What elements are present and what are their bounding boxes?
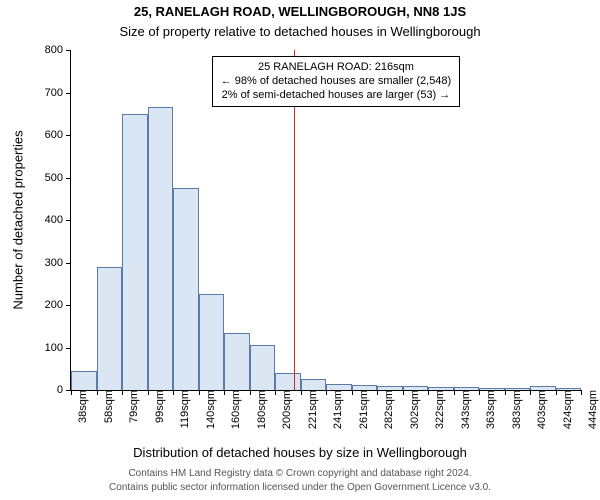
histogram-bar (224, 333, 250, 390)
x-tick-label: 383sqm (505, 390, 523, 429)
histogram-bar (505, 388, 531, 390)
x-axis-title: Distribution of detached houses by size … (0, 445, 600, 460)
histogram-bar (479, 388, 505, 390)
histogram-bar (122, 114, 148, 390)
x-tick-label: 38sqm (71, 390, 89, 423)
chart-supertitle: 25, RANELAGH ROAD, WELLINGBOROUGH, NN8 1… (0, 4, 600, 19)
x-tick-label: 160sqm (224, 390, 242, 429)
annotation-box: 25 RANELAGH ROAD: 216sqm← 98% of detache… (212, 56, 461, 107)
annotation-line: ← 98% of detached houses are smaller (2,… (221, 75, 452, 89)
x-tick-label: 58sqm (97, 390, 115, 423)
y-axis-label: Number of detached properties (11, 130, 26, 309)
footer-line-1: Contains HM Land Registry data © Crown c… (0, 468, 600, 479)
plot-area: 010020030040050060070080038sqm58sqm79sqm… (70, 50, 581, 391)
annotation-line: 2% of semi-detached houses are larger (5… (221, 89, 452, 103)
y-tick-label: 400 (45, 214, 71, 226)
histogram-bar (530, 386, 556, 390)
histogram-bar (250, 345, 276, 390)
x-tick-label: 140sqm (199, 390, 217, 429)
y-tick-label: 600 (45, 129, 71, 141)
x-tick-label: 322sqm (428, 390, 446, 429)
x-tick-label: 241sqm (326, 390, 344, 429)
histogram-bar (301, 379, 327, 390)
histogram-bar (275, 373, 301, 390)
histogram-bar (148, 107, 174, 390)
histogram-bar (454, 387, 480, 390)
y-tick-label: 700 (45, 87, 71, 99)
x-tick-label: 282sqm (377, 390, 395, 429)
x-tick-label: 180sqm (250, 390, 268, 429)
annotation-line: 25 RANELAGH ROAD: 216sqm (221, 61, 452, 75)
footer-line-2: Contains public sector information licen… (0, 482, 600, 493)
x-tick-label: 79sqm (122, 390, 140, 423)
chart-subtitle: Size of property relative to detached ho… (0, 24, 600, 39)
x-tick-label: 444sqm (581, 390, 599, 429)
histogram-chart: 25, RANELAGH ROAD, WELLINGBOROUGH, NN8 1… (0, 0, 600, 500)
x-tick-label: 302sqm (403, 390, 421, 429)
y-tick-label: 100 (45, 342, 71, 354)
y-tick-label: 200 (45, 299, 71, 311)
y-tick-label: 500 (45, 172, 71, 184)
histogram-bar (556, 388, 582, 390)
histogram-bar (428, 387, 454, 390)
x-tick-label: 200sqm (275, 390, 293, 429)
histogram-bar (377, 386, 403, 390)
histogram-bar (403, 386, 429, 390)
histogram-bar (97, 267, 123, 390)
x-tick-label: 363sqm (479, 390, 497, 429)
histogram-bar (173, 188, 199, 390)
x-tick-label: 403sqm (530, 390, 548, 429)
y-tick-label: 0 (57, 384, 71, 396)
histogram-bar (199, 294, 225, 390)
y-tick-label: 300 (45, 257, 71, 269)
x-tick-label: 99sqm (148, 390, 166, 423)
x-tick-label: 424sqm (556, 390, 574, 429)
y-tick-label: 800 (45, 44, 71, 56)
histogram-bar (326, 384, 352, 390)
x-tick-label: 261sqm (352, 390, 370, 429)
x-tick-label: 221sqm (301, 390, 319, 429)
histogram-bar (71, 371, 97, 390)
histogram-bar (352, 385, 378, 390)
x-tick-label: 343sqm (454, 390, 472, 429)
x-tick-label: 119sqm (173, 390, 191, 428)
